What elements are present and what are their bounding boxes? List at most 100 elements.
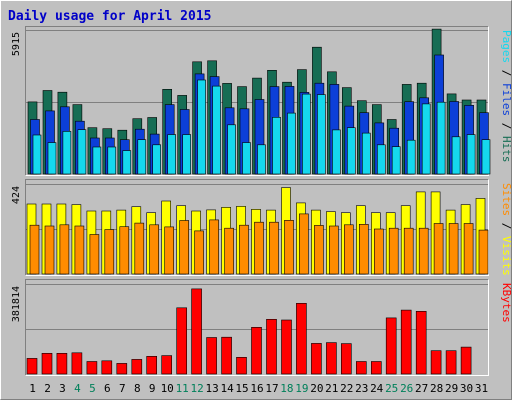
bar-sites [104, 229, 115, 275]
panel-legend: Pages / Files / Hits [500, 30, 512, 163]
panel-middle: 424 Sites / Visits [11, 179, 512, 276]
panel-bevel-light [25, 179, 489, 276]
x-tick-label: 29 [445, 382, 458, 395]
x-tick-label: 23 [355, 382, 368, 395]
x-tick-label: 11 [176, 382, 189, 395]
x-tick-label: 26 [400, 382, 413, 395]
bar-kbytes [296, 302, 307, 375]
bar-kbytes [236, 356, 247, 375]
x-tick-label: 14 [220, 382, 234, 395]
bar-kbytes [206, 337, 217, 375]
bar-pages [107, 146, 117, 175]
panels: 5915 Pages / Files / Hits 424 Sites / Visit… [11, 26, 512, 376]
bar-pages [287, 112, 296, 175]
bar-kbytes [251, 326, 262, 375]
x-tick-label: 8 [134, 382, 141, 395]
bar-kbytes [26, 358, 38, 375]
bar-pages [272, 117, 281, 175]
x-tick-label: 5 [89, 382, 96, 395]
panel-bevel-dark [25, 26, 489, 176]
panel-bevel-light [25, 26, 489, 176]
x-tick-label: 16 [250, 382, 263, 395]
legend-entry: Hits [500, 136, 512, 163]
x-axis-labels: 1 2 3 4 5 6 7 8 9 10 11 12 13 14 15 16 17 18 19 20 21 22 23 24 2… [29, 382, 488, 395]
bar-pages [212, 85, 221, 175]
bar-kbytes [340, 343, 352, 375]
bar-pages [391, 146, 401, 175]
bar-sites [89, 234, 100, 275]
bar-kbytes [415, 310, 427, 375]
bar-pages [257, 144, 266, 175]
bar-kbytes [146, 355, 157, 375]
bar-sites [74, 225, 85, 275]
bar-kbytes [191, 288, 202, 375]
bar-sites [29, 224, 40, 275]
bar-kbytes [41, 352, 53, 375]
bar-sites [299, 213, 309, 275]
bar-kbytes [281, 319, 292, 375]
legend-entry: Pages [500, 30, 512, 63]
x-tick-label: 15 [235, 382, 248, 395]
bar-pages [317, 94, 326, 175]
panel-legend: Sites / Visits [500, 183, 512, 276]
bar-pages [302, 93, 311, 175]
bar-kbytes [385, 317, 397, 375]
bar-pages [466, 134, 476, 175]
bar-sites [343, 224, 354, 275]
panel-top: 5915 Pages / Files / Hits [11, 26, 512, 176]
bar-sites [179, 220, 189, 275]
x-tick-label: 28 [430, 382, 443, 395]
x-tick-label: 22 [340, 382, 353, 395]
bar-pages [421, 103, 431, 175]
bar-pages [406, 139, 416, 175]
bar-pages [361, 132, 371, 175]
bar-pages [32, 134, 42, 175]
bar-pages [167, 134, 176, 175]
x-tick-label: 2 [44, 382, 51, 395]
bar-sites [44, 225, 55, 275]
panel-max-label: 381814 [11, 286, 22, 322]
bar-sites [463, 223, 474, 275]
x-tick-label: 1 [29, 382, 36, 395]
bar-sites [418, 227, 429, 275]
bar-sites [59, 224, 70, 275]
bar-kbytes [176, 307, 187, 375]
legend-separator: / [500, 116, 512, 136]
x-tick-label: 27 [415, 382, 428, 395]
bar-sites [194, 230, 204, 275]
bar-kbytes [430, 350, 442, 375]
bar-pages [451, 136, 461, 175]
bar-kbytes [116, 363, 128, 375]
bar-sites [314, 225, 324, 275]
bar-sites [254, 221, 264, 275]
panel-max-label: 5915 [11, 32, 22, 56]
legend-separator: / [500, 63, 512, 83]
bar-kbytes [221, 336, 232, 375]
panel-legend: KBytes [500, 283, 512, 323]
bar-pages [92, 146, 102, 175]
panel-bottom: 381814 KBytes [11, 279, 512, 376]
bar-sites [448, 223, 459, 275]
bar-kbytes [131, 359, 143, 375]
bar-pages [122, 150, 132, 175]
bar-pages [137, 139, 147, 175]
bar-sites [224, 227, 234, 275]
bar-sites [239, 224, 249, 275]
bar-sites [433, 223, 444, 275]
bar-pages [77, 129, 87, 175]
bar-sites [134, 222, 145, 275]
chart-title: Daily usage for April 2015 [8, 9, 212, 24]
bar-sites [149, 224, 159, 275]
x-tick-label: 21 [325, 382, 338, 395]
bar-pages [481, 139, 491, 175]
legend-entry: Sites [500, 183, 512, 216]
bar-kbytes [71, 352, 83, 375]
bar-kbytes [460, 346, 472, 375]
x-tick-label: 19 [295, 382, 308, 395]
x-tick-label: 13 [205, 382, 218, 395]
bar-kbytes [86, 361, 98, 375]
x-tick-label: 9 [149, 382, 156, 395]
bar-pages [227, 124, 236, 175]
